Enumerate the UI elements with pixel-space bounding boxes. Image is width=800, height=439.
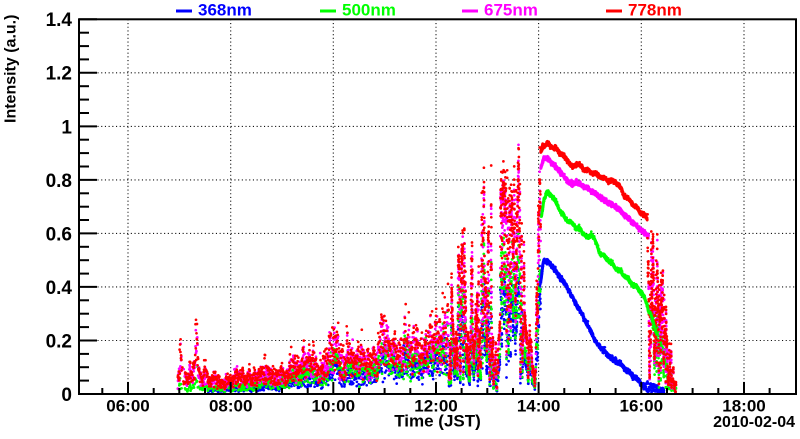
svg-text:0.4: 0.4	[46, 278, 73, 299]
svg-text:16:00: 16:00	[620, 397, 663, 416]
svg-text:14:00: 14:00	[517, 397, 560, 416]
svg-text:675nm: 675nm	[484, 1, 538, 20]
svg-text:12:00: 12:00	[414, 397, 457, 416]
svg-text:0: 0	[61, 385, 72, 406]
svg-text:2010-02-04: 2010-02-04	[713, 414, 795, 431]
svg-text:0.6: 0.6	[46, 224, 72, 245]
svg-text:1.2: 1.2	[46, 64, 72, 85]
svg-text:368nm: 368nm	[198, 1, 252, 20]
svg-text:08:00: 08:00	[209, 397, 252, 416]
svg-text:06:00: 06:00	[106, 397, 149, 416]
svg-text:500nm: 500nm	[342, 1, 396, 20]
svg-text:10:00: 10:00	[312, 397, 355, 416]
svg-text:Time (JST): Time (JST)	[394, 411, 481, 430]
svg-text:0.8: 0.8	[46, 171, 72, 192]
svg-text:1.4: 1.4	[46, 10, 73, 31]
svg-text:Intensity (a.u.): Intensity (a.u.)	[3, 15, 20, 123]
svg-text:0.2: 0.2	[46, 331, 72, 352]
svg-text:778nm: 778nm	[628, 1, 682, 20]
svg-text:1: 1	[61, 117, 72, 138]
svg-text:18:00: 18:00	[722, 397, 765, 416]
